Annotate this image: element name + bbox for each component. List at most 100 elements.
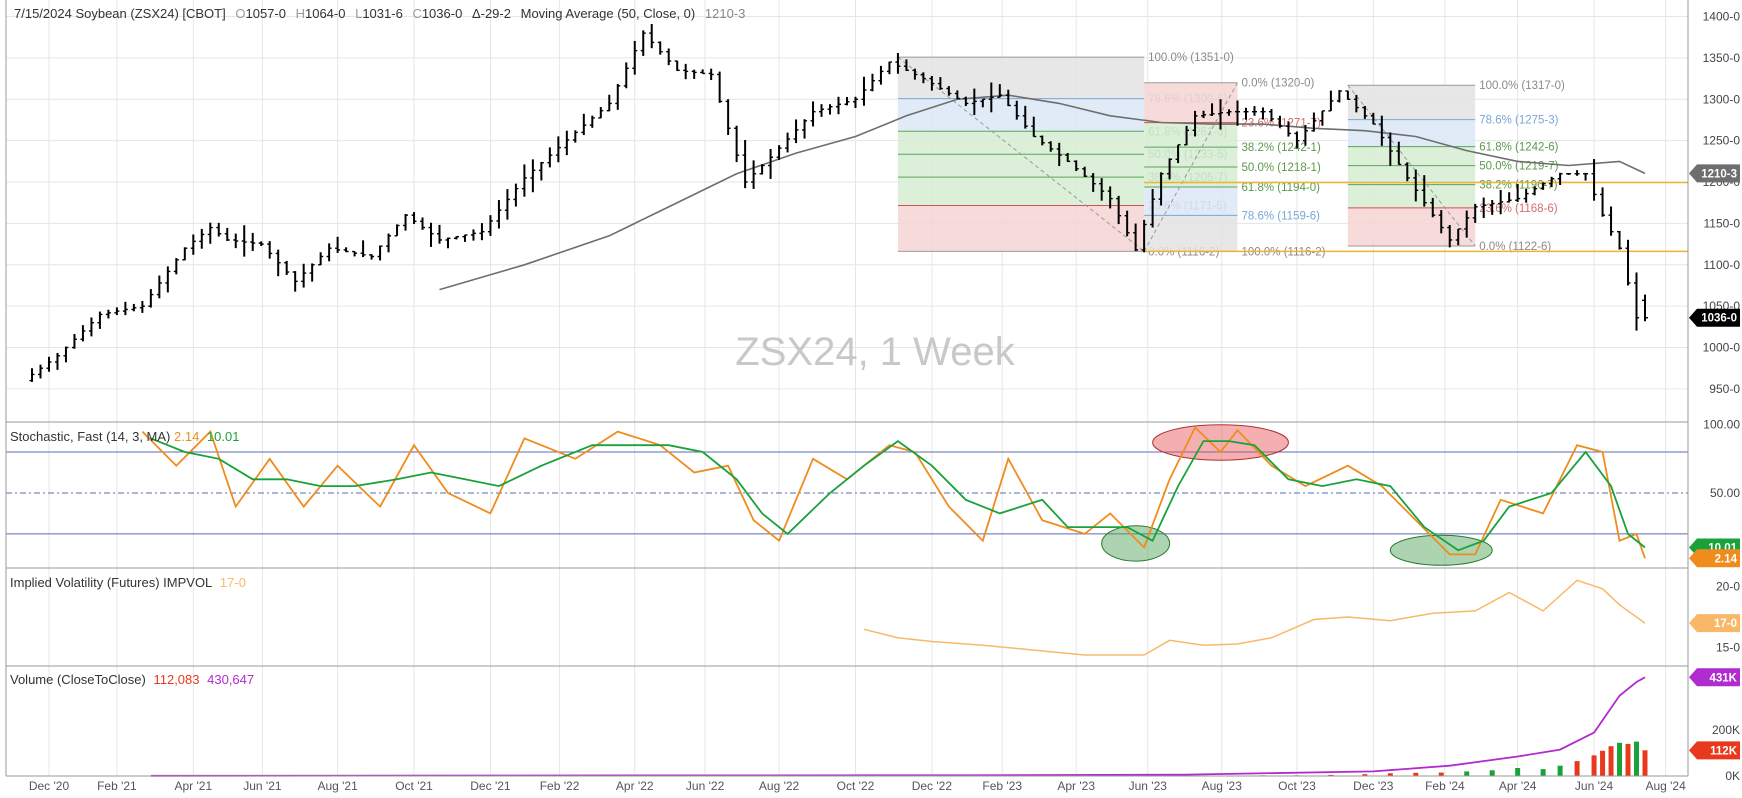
moving-average-label[interactable]: Moving Average (50, Close, 0) bbox=[520, 6, 696, 21]
x-tick-label: Oct '23 bbox=[1278, 779, 1316, 793]
stochastic-tick-label: 100.00 bbox=[1703, 418, 1740, 432]
open-label: O bbox=[235, 6, 246, 21]
fibonacci-retracements: 100.0% (1351-0)78.6% (1300-6)61.8% (1261… bbox=[897, 52, 1565, 258]
stochastic-header: Stochastic, Fast (14, 3, MA) 2.14 10.01 bbox=[10, 429, 240, 444]
x-tick-label: Oct '22 bbox=[837, 779, 875, 793]
x-tick-label: Aug '23 bbox=[1202, 779, 1243, 793]
price-panel bbox=[29, 24, 1688, 382]
volume-bar bbox=[1464, 771, 1470, 776]
iv-tag-bg bbox=[1689, 614, 1740, 633]
fib-zone bbox=[897, 205, 1145, 252]
fib-zone bbox=[1347, 207, 1476, 246]
volume-bar bbox=[1515, 767, 1521, 776]
x-tick-label: Feb '22 bbox=[540, 779, 580, 793]
stochastic-tick-label: 50.00 bbox=[1710, 486, 1740, 500]
fib-zone bbox=[1144, 167, 1238, 188]
high-value: 1064-0 bbox=[304, 6, 346, 21]
y-tick-label: 1250-0 bbox=[1703, 134, 1741, 148]
open-interest-tag-bg bbox=[1689, 668, 1740, 687]
volume-header: Volume (CloseToClose) 112,083 430,647 bbox=[10, 672, 254, 687]
volume-tag: 112K bbox=[1710, 745, 1738, 757]
axes: Dec '20 Feb '21 Apr '21 Jun '21 Aug '21 Oct '… bbox=[5, 0, 1741, 793]
x-tick-label: Aug '22 bbox=[759, 779, 800, 793]
implied-volatility-panel bbox=[863, 579, 1646, 656]
oversold-highlight bbox=[1389, 534, 1493, 566]
volume-bar bbox=[1642, 750, 1648, 776]
x-tick-label: Jun '24 bbox=[1575, 779, 1614, 793]
stochastic-k-value: 2.14 bbox=[174, 429, 200, 444]
x-tick-label: Apr '21 bbox=[174, 779, 212, 793]
open-interest-line bbox=[150, 676, 1646, 777]
last-price-tag-bg bbox=[1689, 308, 1740, 327]
y-tick-label: 1100-0 bbox=[1704, 258, 1741, 272]
volume-tick-label: 0K bbox=[1725, 769, 1740, 783]
volume-label[interactable]: Volume (CloseToClose) bbox=[10, 672, 146, 687]
open-interest-tag: 431K bbox=[1710, 672, 1738, 684]
iv-label[interactable]: Implied Volatility (Futures) IMPVOL bbox=[10, 575, 213, 590]
low-label: L bbox=[355, 6, 363, 21]
fib-level-label: 100.0% (1116-2) bbox=[1242, 246, 1326, 258]
fib-trend-line bbox=[897, 56, 1145, 252]
x-tick-label: Apr '22 bbox=[616, 779, 654, 793]
fib-level-label: 0.0% (1320-0) bbox=[1242, 78, 1315, 90]
x-tick-label: Feb '23 bbox=[982, 779, 1022, 793]
volume-bar bbox=[1489, 770, 1495, 776]
volume-bar bbox=[1413, 772, 1419, 776]
iv-value: 17-0 bbox=[219, 575, 246, 590]
fib-level-label: 100.0% (1351-0) bbox=[1148, 52, 1234, 64]
fib-level-label: 61.8% (1242-6) bbox=[1479, 142, 1558, 154]
chart-header: 7/15/2024 Soybean (ZSX24) [CBOT] O1057-0… bbox=[14, 6, 745, 21]
fib-zone bbox=[897, 154, 1145, 178]
watermark: ZSX24, 1 Week bbox=[735, 330, 1015, 374]
volume-bar bbox=[1540, 769, 1546, 776]
symbol-title[interactable]: 7/15/2024 Soybean (ZSX24) [CBOT] bbox=[14, 6, 226, 21]
fib-zone bbox=[1347, 184, 1476, 208]
fib-level-label: 0.0% (1122-6) bbox=[1479, 241, 1551, 253]
volume-bar bbox=[1438, 772, 1444, 776]
volume-bar bbox=[1362, 774, 1368, 776]
fib-zone bbox=[1347, 165, 1476, 185]
iv-tick-label: 20-0 bbox=[1716, 579, 1740, 593]
moving-average-value: 1210-3 bbox=[704, 6, 746, 21]
close-label: C bbox=[412, 6, 422, 21]
fib-zone bbox=[897, 98, 1145, 132]
x-tick-label: Aug '24 bbox=[1645, 779, 1686, 793]
x-tick-label: Jun '23 bbox=[1129, 779, 1168, 793]
stochastic-panel bbox=[6, 424, 1688, 566]
y-tick-label: 950-0 bbox=[1709, 382, 1740, 396]
fib-level-label: 78.6% (1159-6) bbox=[1242, 210, 1321, 222]
volume-bar bbox=[1634, 741, 1640, 776]
x-tick-label: Dec '20 bbox=[29, 779, 70, 793]
oversold-highlight bbox=[1101, 525, 1171, 562]
x-tick-label: Dec '21 bbox=[470, 779, 511, 793]
volume-bar bbox=[1617, 742, 1623, 776]
volume-bar bbox=[1608, 746, 1614, 776]
volume-panel bbox=[150, 676, 1648, 777]
fib-level-label: 50.0% (1219-7) bbox=[1479, 161, 1558, 173]
x-tick-label: Aug '21 bbox=[317, 779, 358, 793]
last-price-tag: 1036-0 bbox=[1701, 313, 1737, 325]
stochastic-d-line bbox=[150, 437, 1646, 552]
fib-level-label: 78.6% (1275-3) bbox=[1479, 115, 1558, 127]
open-value: 1057-0 bbox=[245, 6, 286, 21]
stochastic-k-tag-bg bbox=[1689, 549, 1740, 568]
stochastic-label[interactable]: Stochastic, Fast (14, 3, MA) bbox=[10, 429, 171, 444]
fib-zone bbox=[1144, 187, 1238, 216]
x-tick-label: Dec '22 bbox=[912, 779, 953, 793]
iv-tag: 17-0 bbox=[1714, 618, 1737, 630]
high-label: H bbox=[295, 6, 305, 21]
volume-tick-label: 200K bbox=[1712, 723, 1740, 737]
fib-level-label: 23.6% (1168-6) bbox=[1479, 203, 1558, 215]
fib-zone bbox=[1347, 119, 1476, 147]
fib-zone bbox=[897, 131, 1145, 155]
stochastic-d-value: 10.01 bbox=[206, 429, 240, 444]
y-tick-label: 1300-0 bbox=[1703, 92, 1741, 106]
y-tick-label: 1150-0 bbox=[1704, 216, 1741, 230]
implied-volatility-line bbox=[863, 579, 1646, 656]
y-tick-label: 1400-0 bbox=[1703, 10, 1741, 24]
volume-bar bbox=[1591, 755, 1597, 776]
volume-bar bbox=[1328, 774, 1334, 776]
x-tick-label: Dec '23 bbox=[1353, 779, 1394, 793]
fib-trend-line bbox=[1347, 84, 1476, 247]
iv-header: Implied Volatility (Futures) IMPVOL 17-0 bbox=[10, 575, 246, 590]
